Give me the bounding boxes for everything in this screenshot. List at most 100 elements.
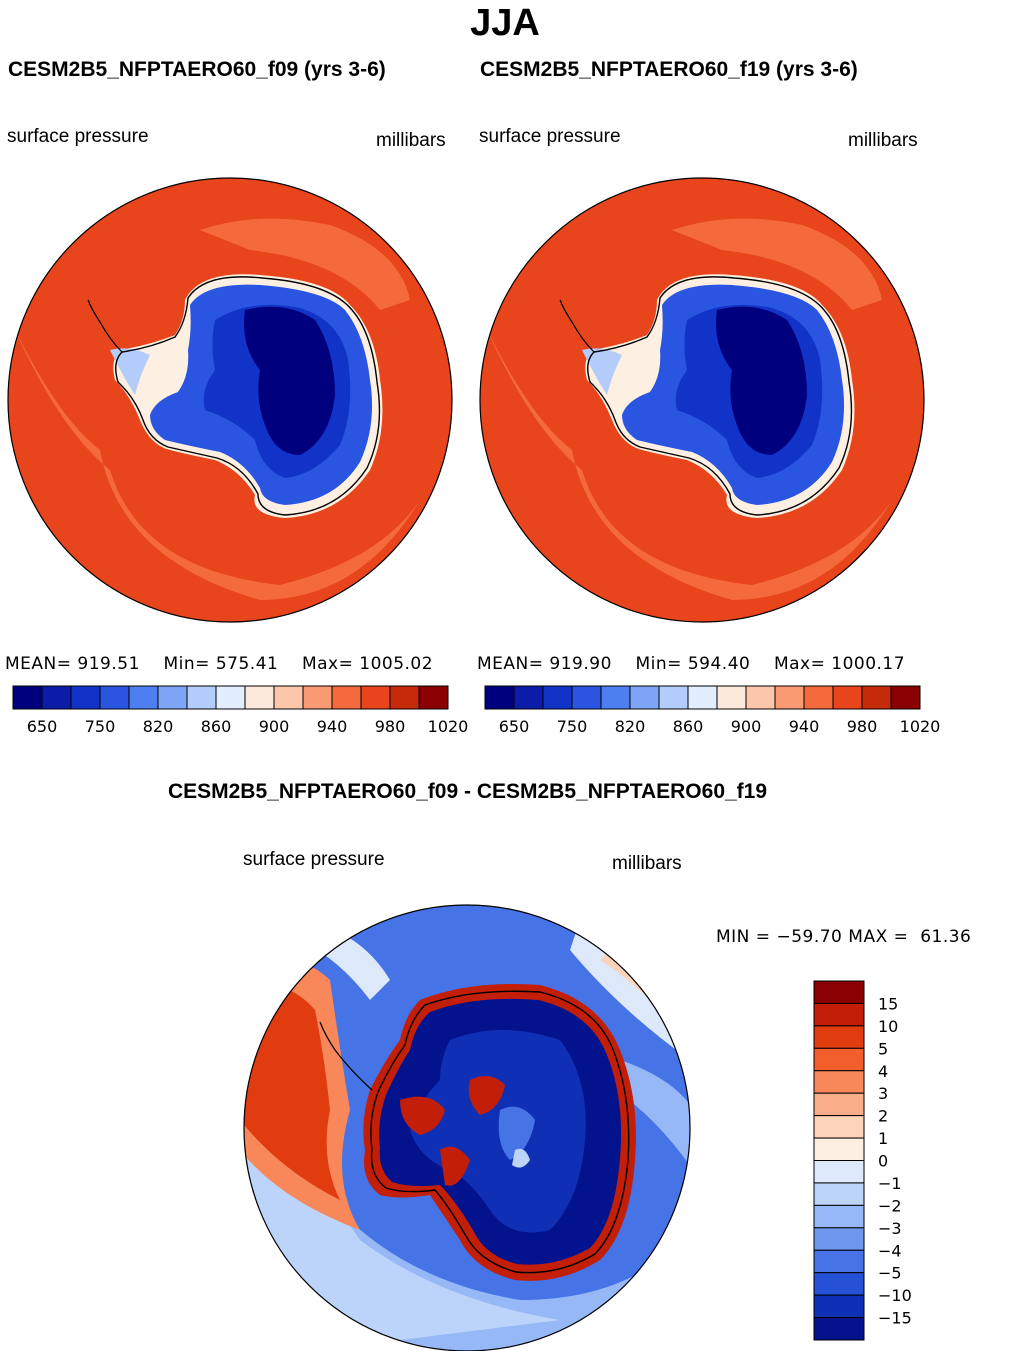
colorbar-box	[186, 685, 217, 710]
diff-interior-patch	[512, 1148, 530, 1168]
colorbar-box	[861, 685, 892, 710]
diff-minmax: MIN = −59.70 MAX = 61.36	[716, 927, 971, 947]
map-panel2	[479, 177, 925, 623]
map-boundary	[7, 177, 453, 623]
diff-units: millibars	[612, 853, 682, 874]
mid-pressure-band	[672, 218, 882, 310]
colorbar-box	[813, 1317, 865, 1341]
colorbar-tick-label: 650	[27, 717, 58, 736]
colorbar-box	[513, 685, 544, 710]
colorbar-box	[12, 685, 43, 710]
colorbar-box	[542, 685, 573, 710]
panel2-units: millibars	[848, 130, 918, 151]
colorbar-box	[832, 685, 863, 710]
map-boundary	[243, 904, 691, 1351]
colorbar-tick-label: −15	[878, 1309, 912, 1328]
panel2-max-label: Max=	[773, 654, 826, 674]
diff-field	[244, 980, 340, 1200]
colorbar-tick-label: −2	[878, 1196, 902, 1215]
colorbar-tick-label: 940	[789, 717, 820, 736]
colorbar-box	[813, 1182, 865, 1206]
panel1-min: 575.41	[215, 654, 279, 674]
diff-min: −59.70	[776, 927, 843, 947]
colorbar-box	[629, 685, 660, 710]
colorbar-tick-label: 650	[499, 717, 530, 736]
coastline	[319, 1021, 373, 1091]
colorbar-box	[484, 685, 515, 710]
diff-interior	[410, 1030, 586, 1233]
colorbar-box	[331, 685, 362, 710]
colorbar-box	[813, 1204, 865, 1229]
colorbar-box	[774, 685, 805, 710]
colorbar-tick-label: 1020	[900, 717, 941, 736]
map-panel1	[7, 177, 453, 623]
colorbar-box	[360, 685, 391, 710]
colorbar-box	[813, 1272, 865, 1296]
colorbar-box	[803, 685, 834, 710]
colorbar-box	[41, 685, 72, 710]
colorbar-box	[813, 1092, 865, 1117]
peninsula-field	[110, 348, 150, 395]
panel2-max: 1000.17	[831, 654, 906, 674]
panel1-mean-label: MEAN=	[5, 654, 72, 674]
figure-title: JJA	[470, 2, 540, 44]
map-diff	[243, 904, 691, 1351]
colorbar-tick-label: 1	[878, 1129, 888, 1148]
panel1-variable: surface pressure	[7, 126, 149, 147]
colorbar-box	[687, 685, 718, 710]
colorbar-box	[70, 685, 101, 710]
coastline	[559, 299, 595, 353]
diff-min-label: MIN =	[716, 927, 771, 947]
colorbar-box	[600, 685, 631, 710]
colorbar-tick-label: 900	[259, 717, 290, 736]
panel2-mean: 919.90	[549, 654, 612, 674]
colorbar-tick-label: 2	[878, 1107, 888, 1126]
colorbar-box	[571, 685, 602, 710]
colorbar-box	[890, 685, 921, 710]
diff-field	[570, 920, 690, 1060]
diff-interior-ridge	[440, 1146, 470, 1186]
colorbar-box	[813, 1227, 865, 1251]
panel1-units: millibars	[376, 130, 446, 151]
colorbar-tick-label: −5	[878, 1264, 902, 1283]
colorbar-tick-label: 750	[557, 717, 588, 736]
coastline	[370, 990, 630, 1274]
colorbar-tick-label: 860	[201, 717, 232, 736]
mid-pressure-band	[200, 218, 410, 310]
colorbar-box	[128, 685, 159, 710]
colorbar-tick-label: 900	[731, 717, 762, 736]
map-boundary	[479, 177, 925, 623]
panel1-max: 1005.02	[359, 654, 434, 674]
colorbar-box	[813, 1137, 865, 1161]
coastline	[587, 276, 853, 516]
colorbar-box	[813, 1249, 865, 1274]
colorbar-tick-label: 940	[317, 717, 348, 736]
colorbar-box	[244, 685, 275, 710]
colorbar-tick-label: 0	[878, 1152, 888, 1171]
colorbar-box	[813, 1070, 865, 1094]
colorbar-tick-label: 860	[673, 717, 704, 736]
panel1-min-label: Min=	[163, 654, 210, 674]
colorbar-tick-label: 820	[143, 717, 174, 736]
colorbar-tick-label: −3	[878, 1219, 902, 1238]
panel1-title: CESM2B5_NFPTAERO60_f09 (yrs 3-6)	[8, 58, 386, 81]
ice-sheet-core	[244, 306, 335, 455]
colorbar-tick-label: 1020	[428, 717, 469, 736]
coastline	[87, 299, 123, 353]
colorbar-tick-label: 980	[847, 717, 878, 736]
colorbar-tick-label: 15	[878, 994, 898, 1013]
colorbar-tick-label: 980	[375, 717, 406, 736]
colorbar-tick-label: 3	[878, 1084, 888, 1103]
colorbar-tick-label: 5	[878, 1039, 888, 1058]
panel2-mean-label: MEAN=	[477, 654, 544, 674]
colorbar-box	[273, 685, 304, 710]
panel2-title: CESM2B5_NFPTAERO60_f19 (yrs 3-6)	[480, 58, 858, 81]
diff-max-label: MAX =	[848, 927, 909, 947]
colorbar-box	[745, 685, 776, 710]
colorbar-tick-label: −4	[878, 1241, 902, 1260]
colorbar-tick-label: −1	[878, 1174, 902, 1193]
colorbar-tick-label: −10	[878, 1286, 912, 1305]
coastline	[115, 276, 381, 516]
colorbar-box	[302, 685, 333, 710]
